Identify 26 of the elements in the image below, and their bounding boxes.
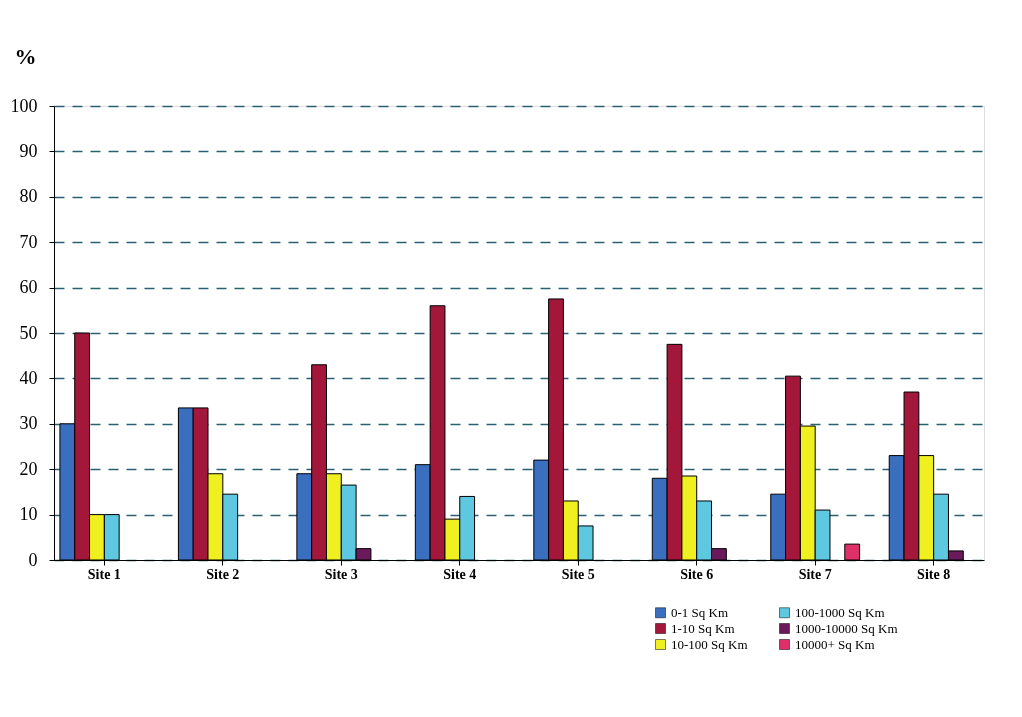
y-tick-label: 40: [19, 367, 38, 388]
y-tick-label: 100: [10, 95, 38, 116]
x-tick-label: Site 1: [87, 566, 121, 582]
y-tick-label: 10: [19, 504, 38, 525]
y-tick-label: 0: [28, 549, 38, 570]
legend-label: 100-1000 Sq Km: [795, 604, 885, 620]
y-tick-label: 50: [19, 322, 38, 343]
y-tick-label: 80: [19, 186, 38, 207]
legend-label: 0-1 Sq Km: [671, 604, 729, 620]
x-tick-label: Site 7: [798, 566, 832, 582]
x-tick-label: Site 8: [917, 566, 951, 582]
y-tick-label: 20: [19, 458, 38, 479]
y-axis-title: %: [14, 43, 37, 69]
y-tick-label: 30: [19, 413, 38, 434]
y-tick-label: 90: [19, 140, 38, 161]
x-tick-label: Site 2: [206, 566, 240, 582]
legend-label: 1000-10000 Sq Km: [795, 620, 898, 636]
legend-label: 10000+ Sq Km: [795, 636, 875, 652]
y-tick-label: 60: [19, 277, 38, 298]
y-tick-label: 70: [19, 231, 38, 252]
x-tick-label: Site 6: [680, 566, 714, 582]
x-tick-label: Site 5: [561, 566, 595, 582]
legend-label: 10-100 Sq Km: [671, 636, 748, 652]
x-tick-label: Site 4: [443, 566, 477, 582]
x-tick-label: Site 3: [324, 566, 358, 582]
legend-label: 1-10 Sq Km: [671, 620, 735, 636]
